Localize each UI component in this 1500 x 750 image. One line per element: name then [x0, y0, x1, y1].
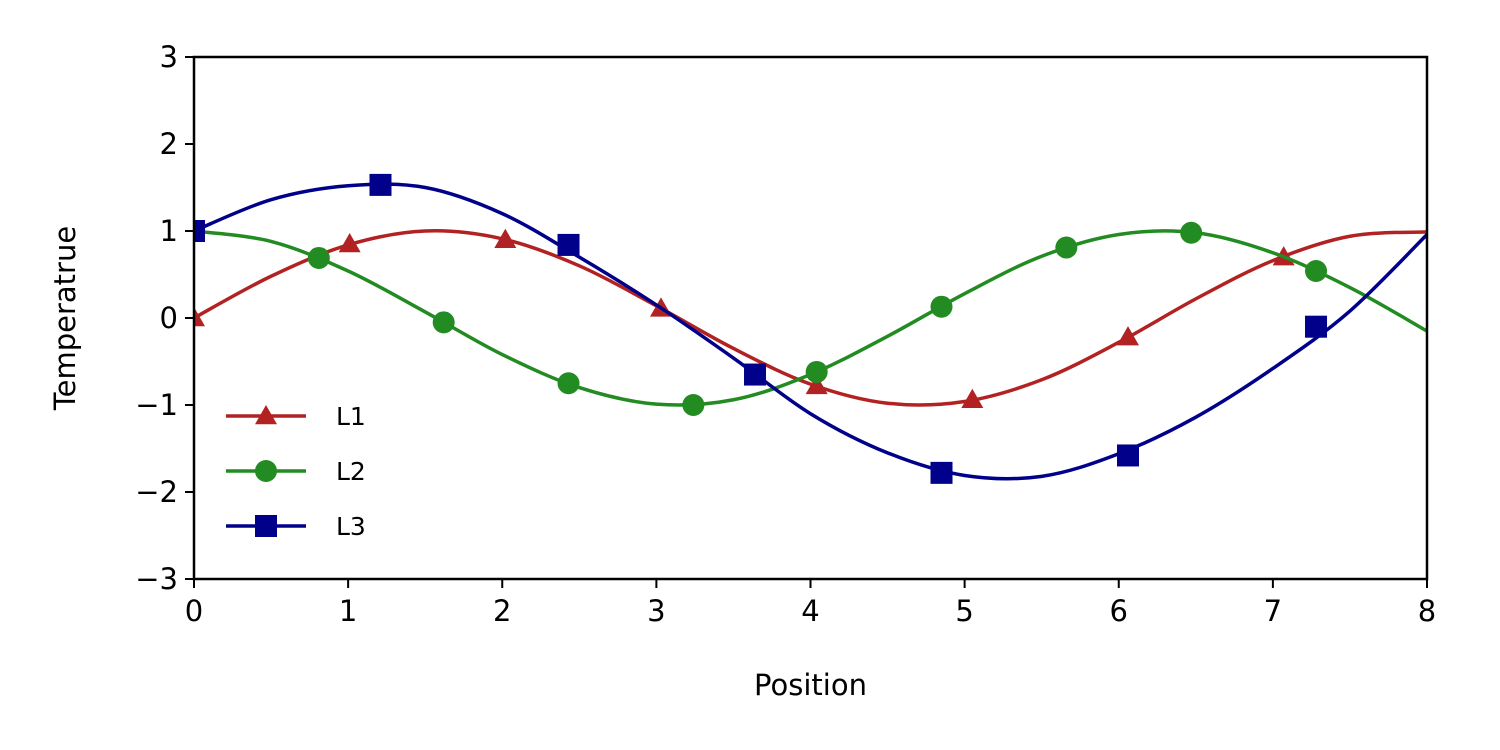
legend: L1 L2 L3 [226, 402, 366, 541]
x-tick-label: 2 [493, 594, 511, 628]
y-axis-title: Temperatrue [48, 226, 82, 411]
y-tick-label: 2 [160, 127, 178, 161]
y-tick-label: 0 [160, 301, 178, 335]
x-tick-label: 7 [1264, 594, 1282, 628]
data-point-L1 [494, 228, 517, 248]
legend-marker [255, 405, 277, 425]
data-point-L3 [557, 233, 580, 256]
axis-ticks: 0 1 2 3 4 5 6 7 8 −3 −2 −1 0 1 2 3 [135, 40, 1436, 628]
y-tick-label: −2 [135, 475, 178, 509]
data-point-L1 [338, 233, 361, 253]
series-L3 [194, 173, 1429, 484]
data-point-L2 [805, 360, 828, 383]
x-tick-label: 6 [1110, 594, 1128, 628]
data-point-L2 [1180, 221, 1203, 244]
data-point-L2 [930, 295, 953, 318]
legend-label: L3 [336, 512, 366, 541]
x-tick-label: 0 [185, 594, 203, 628]
legend-marker [255, 460, 277, 482]
data-point-L1 [805, 374, 828, 395]
y-tick-label: 1 [160, 214, 178, 248]
data-point-L1 [961, 388, 984, 409]
series-line-L3 [194, 182, 1429, 481]
plot-area-frame [192, 55, 1429, 581]
series-line-L1 [194, 229, 1428, 407]
data-point-L2 [682, 394, 705, 416]
x-tick-label: 1 [339, 594, 357, 628]
x-tick-label: 4 [801, 594, 819, 628]
y-tick-label: −1 [135, 388, 178, 422]
series-L1 [194, 228, 1428, 409]
data-point-L2 [432, 311, 455, 334]
y-tick-label: −3 [135, 562, 178, 596]
legend-marker [255, 515, 277, 537]
legend-label: L2 [336, 457, 366, 486]
data-point-L2 [1055, 236, 1078, 259]
series-layer [194, 173, 1429, 484]
legend-entry-L2: L2 [226, 457, 366, 486]
x-tick-label: 8 [1418, 594, 1436, 628]
data-point-L1 [194, 307, 205, 327]
data-point-L3 [1305, 315, 1328, 338]
x-axis-title: Position [754, 668, 867, 702]
legend-label: L1 [336, 402, 366, 431]
data-point-L3 [1116, 444, 1139, 467]
legend-entry-L3: L3 [226, 512, 366, 541]
legend-entry-L1: L1 [226, 402, 366, 431]
x-tick-label: 5 [955, 594, 973, 628]
y-tick-label: 3 [160, 40, 178, 74]
data-point-L1 [1116, 326, 1139, 346]
data-point-L2 [307, 246, 330, 269]
series-L2 [194, 220, 1428, 416]
data-point-L3 [744, 363, 767, 386]
data-point-L2 [1305, 260, 1328, 283]
data-point-L3 [194, 220, 205, 242]
data-point-L3 [930, 461, 953, 484]
x-tick-label: 3 [647, 594, 665, 628]
data-point-L2 [557, 372, 580, 395]
data-point-L3 [369, 173, 392, 196]
